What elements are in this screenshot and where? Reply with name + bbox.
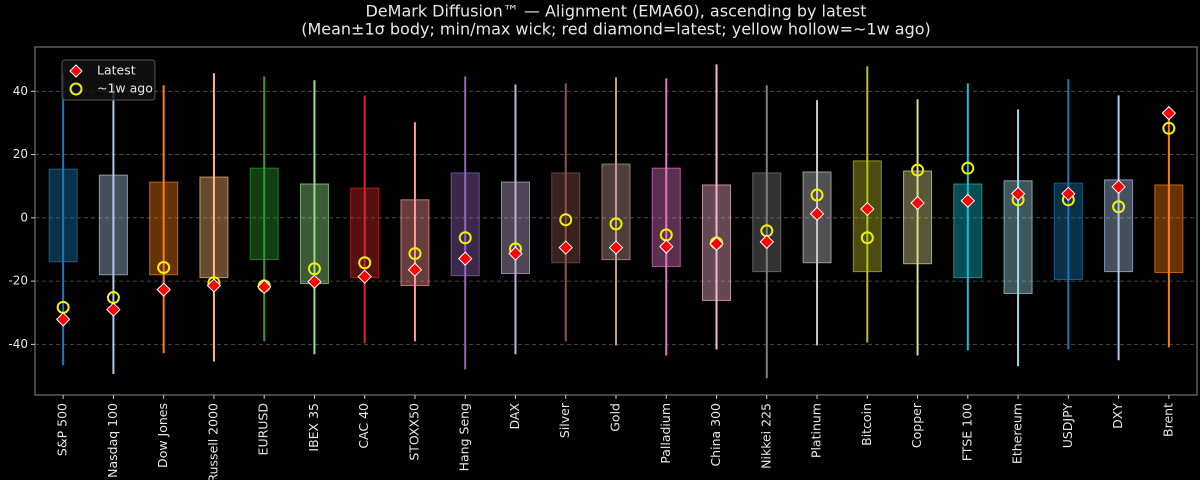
x-tick-label: China 300	[708, 403, 723, 467]
latest-marker	[809, 206, 825, 221]
prev-marker	[609, 217, 623, 231]
latest-marker	[910, 195, 925, 211]
x-tick-label: CAC 40	[356, 403, 371, 449]
x-tick-label: DXY	[1110, 403, 1125, 429]
prev-marker	[911, 163, 925, 177]
x-tick-label: Palladium	[658, 403, 673, 464]
box-body	[149, 181, 179, 276]
x-tick-label: DAX	[507, 403, 522, 430]
x-tick-label: STOXX50	[406, 403, 421, 461]
latest-marker	[659, 239, 674, 254]
latest-marker	[156, 282, 171, 297]
x-tick-label: Bitcoin	[859, 403, 874, 446]
prev-marker	[1162, 121, 1176, 135]
latest-marker	[256, 279, 272, 295]
latest-marker	[55, 312, 71, 327]
prev-marker	[810, 188, 824, 202]
box-body	[350, 187, 380, 279]
prev-marker	[307, 262, 321, 276]
x-tick-label: Gold	[608, 403, 623, 432]
x-tick-label: EURUSD	[256, 403, 271, 455]
box-body	[852, 160, 882, 273]
latest-marker	[307, 274, 322, 289]
latest-marker	[608, 240, 624, 255]
legend-box	[61, 59, 156, 101]
legend-label: ~1w ago	[97, 81, 153, 96]
latest-marker	[206, 278, 222, 293]
prev-marker	[157, 261, 171, 275]
prev-marker	[559, 213, 573, 227]
x-tick-label: Copper	[909, 402, 924, 448]
latest-marker	[759, 234, 774, 250]
y-tick-label: -40	[8, 337, 28, 351]
legend-marker	[69, 64, 83, 78]
x-tick-label: Nikkei 225	[758, 403, 773, 469]
prev-marker	[408, 247, 422, 261]
x-tick-label: Silver	[557, 402, 572, 438]
chart-title: DeMark Diffusion™ — Alignment (EMA60), a…	[365, 2, 866, 21]
latest-marker	[106, 302, 121, 317]
x-tick-label: S&P 500	[55, 403, 70, 456]
latest-marker	[1061, 186, 1076, 201]
chart-subtitle: (Mean±1σ body; min/max wick; red diamond…	[301, 20, 931, 39]
x-tick-label: Nasdaq 100	[105, 403, 120, 478]
prev-marker	[458, 231, 472, 245]
y-tick-label: 20	[13, 147, 28, 161]
box-body	[903, 170, 933, 265]
x-tick-label: Russell 2000	[205, 403, 220, 480]
prev-marker	[358, 256, 372, 270]
box-body	[1104, 179, 1134, 273]
legend-label: Latest	[97, 63, 136, 78]
latest-marker	[1161, 105, 1177, 121]
y-tick-label: -20	[8, 274, 28, 288]
box-body	[199, 176, 229, 279]
x-tick-label: Brent	[1160, 403, 1175, 437]
latest-marker	[357, 269, 372, 284]
latest-marker	[860, 201, 875, 217]
x-tick-label: Ethereum	[1010, 403, 1025, 464]
box-body	[1154, 184, 1184, 274]
box-body	[48, 168, 78, 263]
box-body	[299, 183, 329, 285]
latest-marker	[458, 251, 473, 266]
latest-marker	[709, 236, 724, 251]
x-tick-label: FTSE 100	[959, 403, 974, 461]
x-tick-label: Platinum	[809, 403, 824, 458]
x-tick-label: Hang Seng	[457, 403, 472, 471]
latest-marker	[508, 246, 523, 261]
x-tick-label: IBEX 35	[306, 403, 321, 452]
y-tick-label: 40	[13, 84, 28, 98]
legend-marker	[69, 82, 83, 96]
latest-marker	[1010, 186, 1026, 201]
x-tick-label: Dow Jones	[155, 403, 170, 468]
latest-marker	[1111, 179, 1126, 195]
box-body	[249, 167, 279, 261]
latest-marker	[558, 240, 573, 255]
latest-marker	[407, 262, 423, 277]
box-body	[752, 172, 782, 273]
x-tick-label: USDJPY	[1060, 403, 1075, 449]
prev-marker	[1112, 200, 1126, 214]
prev-marker	[961, 161, 975, 175]
prev-marker	[860, 231, 874, 245]
box-body	[98, 174, 128, 276]
y-tick-label: 0	[20, 210, 28, 224]
latest-marker	[960, 193, 976, 208]
